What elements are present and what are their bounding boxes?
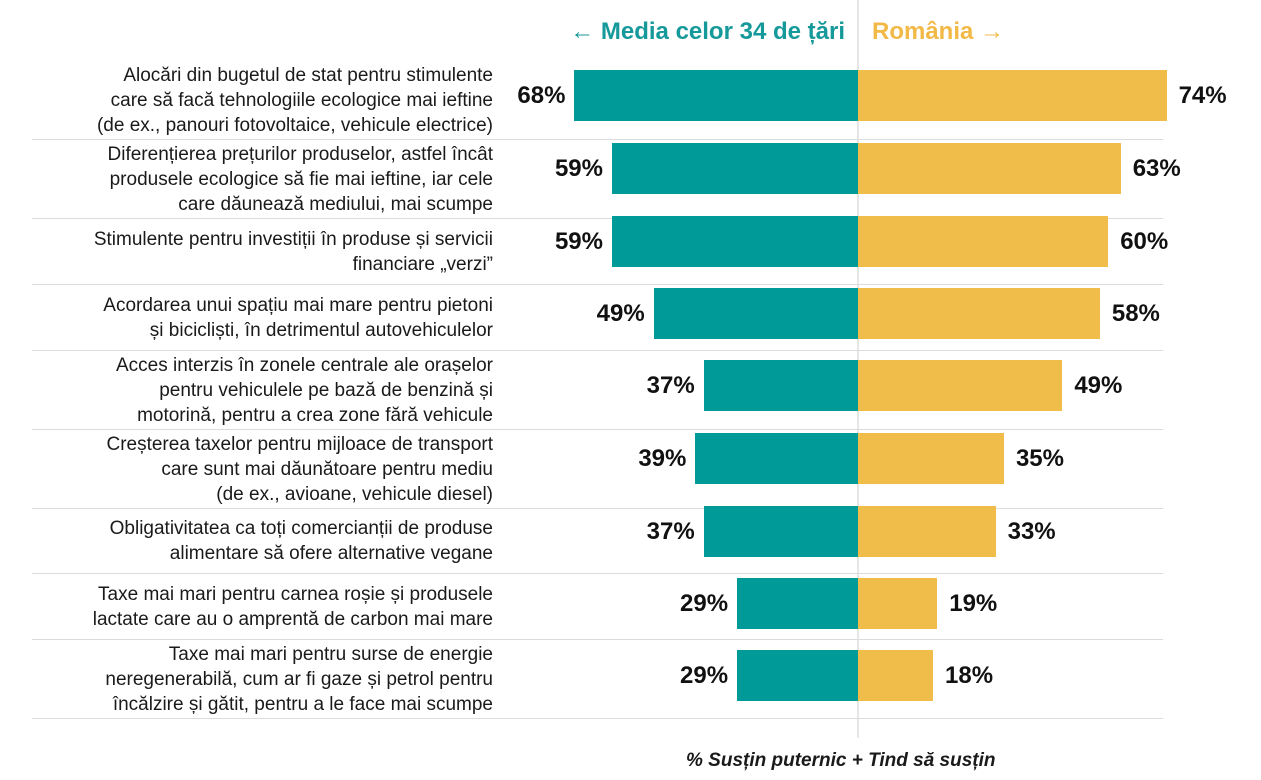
bar-average-34-countries: [695, 433, 858, 484]
category-label: Creșterea taxelor pentru mijloace de tra…: [23, 430, 493, 508]
category-label: Stimulente pentru investiții în produse …: [23, 219, 493, 284]
category-label: Diferențierea prețurilor produselor, ast…: [23, 140, 493, 218]
value-label-romania: 18%: [945, 662, 994, 689]
value-label-average-34-countries: 59%: [554, 155, 603, 182]
row-separator: [32, 639, 1163, 640]
series-header-romania: România →: [872, 18, 1005, 45]
row-separator: [32, 429, 1163, 430]
category-label-line: (de ex., panouri fotovoltaice, vehicule …: [96, 115, 493, 136]
bar-romania: [858, 578, 938, 629]
category-label-line: care dăunează mediului, mai scumpe: [178, 193, 493, 215]
value-label-romania: 33%: [1007, 518, 1056, 545]
row-separator: [32, 139, 1163, 140]
bar-average-34-countries: [653, 288, 858, 339]
value-label-romania: 49%: [1074, 372, 1123, 399]
category-label-line: Alocări din bugetul de stat pentru stimu…: [123, 65, 493, 86]
bar-average-34-countries: [703, 360, 858, 411]
row-separator: [32, 284, 1163, 285]
category-label-line: Taxe mai mari pentru surse de energie: [168, 643, 493, 665]
value-label-romania: 63%: [1132, 155, 1181, 182]
category-label-line: pentru vehiculele pe bază de benzină și: [159, 379, 493, 401]
bar-average-34-countries: [574, 70, 858, 121]
category-label: Taxe mai mari pentru carnea roșie și pro…: [23, 574, 493, 639]
category-label-line: care sunt mai dăunătoare pentru mediu: [161, 458, 493, 480]
bar-average-34-countries: [611, 143, 858, 194]
category-label-line: și bicicliști, în detrimentul autovehicu…: [149, 319, 493, 341]
bar-average-34-countries: [611, 216, 858, 267]
series-header-average-34-countries: ← Media celor 34 de țări: [570, 18, 845, 45]
value-label-average-34-countries: 59%: [554, 228, 603, 255]
row-separator: [32, 573, 1163, 574]
value-label-average-34-countries: 29%: [680, 662, 729, 689]
value-label-romania: 60%: [1120, 228, 1169, 255]
category-label-line: financiare „verzi”: [352, 253, 493, 275]
bar-average-34-countries: [737, 650, 858, 701]
bar-romania: [858, 143, 1121, 194]
category-label-line: Acordarea unui spațiu mai mare pentru pi…: [103, 294, 493, 316]
bar-romania: [858, 70, 1167, 121]
bar-romania: [858, 360, 1063, 411]
category-label-line: Stimulente pentru investiții în produse …: [93, 228, 493, 250]
x-axis-label: % Susțin puternic + Tind să susțin: [686, 750, 996, 771]
category-label: Alocări din bugetul de stat pentru stimu…: [23, 62, 493, 139]
category-label: Acces interzis în zonele centrale ale or…: [23, 351, 493, 429]
category-label: Obligativitatea ca toți comercianții de …: [23, 509, 493, 573]
value-label-average-34-countries: 49%: [596, 300, 645, 327]
bar-romania: [858, 506, 996, 557]
value-label-average-34-countries: 37%: [646, 372, 695, 399]
category-label-line: care să facă tehnologiile ecologice mai …: [110, 90, 493, 111]
value-label-romania: 74%: [1178, 82, 1227, 109]
value-label-average-34-countries: 68%: [517, 82, 566, 109]
category-label: Taxe mai mari pentru surse de energie ner…: [23, 640, 493, 718]
category-label-line: (de ex., avioane, vehicule diesel): [216, 483, 493, 505]
category-label-line: Diferențierea prețurilor produselor, ast…: [107, 143, 493, 165]
bar-romania: [858, 216, 1109, 267]
category-label-line: Obligativitatea ca toți comercianții de …: [109, 518, 493, 539]
bar-average-34-countries: [703, 506, 858, 557]
bar-romania: [858, 288, 1100, 339]
row-separator: [32, 718, 1163, 719]
category-label-line: Taxe mai mari pentru carnea roșie și pro…: [98, 583, 493, 605]
category-label-line: produsele ecologice să fie mai ieftine, …: [109, 168, 493, 190]
value-label-average-34-countries: 29%: [680, 590, 729, 617]
value-label-romania: 19%: [949, 590, 998, 617]
bar-average-34-countries: [737, 578, 858, 629]
bar-romania: [858, 650, 934, 701]
category-label-line: motorină, pentru a crea zone fără vehicu…: [137, 404, 493, 426]
category-label-line: neregenerabilă, cum ar fi gaze și petrol…: [105, 668, 493, 690]
value-label-average-34-countries: 37%: [646, 518, 695, 545]
row-separator: [32, 350, 1163, 351]
bar-romania: [858, 433, 1004, 484]
category-label-line: Creșterea taxelor pentru mijloace de tra…: [106, 433, 493, 455]
row-separator: [32, 218, 1163, 219]
category-label-line: lactate care au o amprentă de carbon mai…: [92, 608, 493, 630]
category-label-line: încălzire și gătit, pentru a le face mai…: [112, 693, 493, 715]
category-label-line: Acces interzis în zonele centrale ale or…: [115, 354, 493, 376]
category-label: Acordarea unui spațiu mai mare pentru pi…: [23, 285, 493, 350]
value-label-romania: 58%: [1111, 300, 1160, 327]
value-label-romania: 35%: [1015, 445, 1064, 472]
category-label-line: alimentare să ofere alternative vegane: [169, 543, 493, 564]
value-label-average-34-countries: 39%: [638, 445, 687, 472]
row-separator: [32, 508, 1163, 509]
